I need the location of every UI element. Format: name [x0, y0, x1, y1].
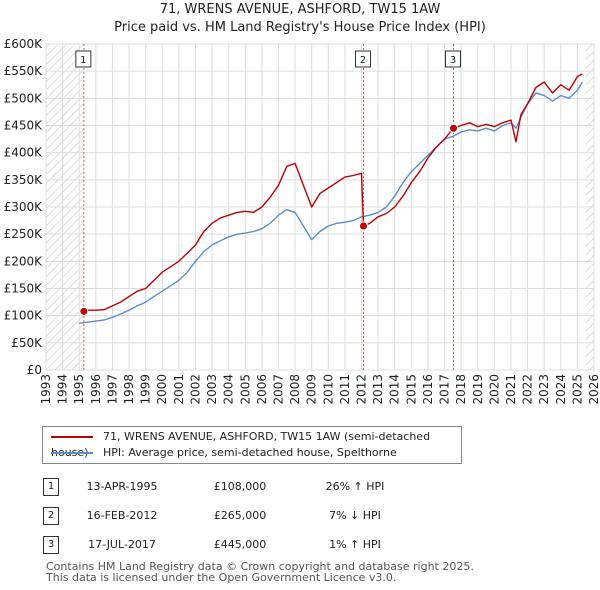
x-tick-label: 1997: [105, 374, 119, 405]
x-tick-label: 2025: [570, 374, 584, 405]
sale-marker-label: 3: [450, 55, 456, 66]
sale-marker-label: 2: [360, 55, 366, 66]
x-tick-label: 2012: [355, 374, 369, 405]
y-tick-label: £600K: [4, 37, 44, 51]
sale-marker-label: 1: [80, 55, 86, 66]
x-tick-label: 2015: [404, 374, 418, 405]
sale-row: 3 17-JUL-2017 £445,000 1% ↑ HPI: [0, 536, 600, 556]
footer-copyright: Contains HM Land Registry data © Crown c…: [46, 561, 474, 583]
x-tick-label: 1993: [39, 374, 53, 405]
x-tick-label: 2022: [521, 374, 535, 405]
x-tick-label: 1996: [89, 374, 103, 405]
price-chart: £0 £50K £100K £150K £200K £250K £300K £350K £400…: [4, 37, 600, 405]
y-tick-label: £300K: [4, 200, 44, 214]
sale-date: 17-JUL-2017: [88, 538, 156, 551]
x-tick-label: 2023: [537, 374, 551, 405]
sale-marker-box: [445, 50, 462, 68]
sale-hpi-diff: 26% ↑ HPI: [325, 480, 385, 493]
x-tick-label: 2006: [255, 374, 269, 405]
y-tick-label: £400K: [4, 146, 44, 160]
series-line-property: [83, 73, 583, 312]
x-tick-label: 2020: [487, 374, 501, 405]
legend-swatch-property: [51, 436, 93, 438]
sale-date: 16-FEB-2012: [86, 509, 158, 522]
sale-price: £445,000: [213, 538, 267, 551]
x-tick-label: 2000: [155, 374, 169, 405]
x-tick-label: 2007: [271, 374, 285, 405]
x-tick-label: 2003: [205, 374, 219, 405]
x-tick-label: 2021: [504, 374, 518, 405]
y-tick-label: £50K: [11, 336, 43, 350]
sale-date: 13-APR-1995: [86, 480, 158, 493]
series-line-hpi: [79, 81, 583, 324]
sale-price: £265,000: [213, 509, 267, 522]
x-tick-label: 2018: [454, 374, 468, 405]
x-tick-label: 2024: [554, 374, 568, 405]
x-tick-label: 2017: [438, 374, 452, 405]
footer-line: This data is licensed under the Open Gov…: [46, 571, 397, 584]
x-tick-label: 2002: [188, 374, 202, 405]
sale-price: £108,000: [213, 480, 267, 493]
chart-legend: 71, WRENS AVENUE, ASHFORD, TW15 1AW (sem…: [42, 426, 462, 464]
x-tick-label: 1994: [56, 374, 70, 405]
x-tick-label: 2019: [471, 374, 485, 405]
x-tick-label: 1998: [122, 374, 136, 405]
x-tick-label: 2005: [238, 374, 252, 405]
y-tick-label: £450K: [4, 119, 44, 133]
x-tick-label: 2008: [288, 374, 302, 405]
sale-marker-box: [75, 50, 92, 68]
x-tick-label: 2013: [371, 374, 385, 405]
chart-subtitle: Price paid vs. HM Land Registry's House …: [114, 20, 486, 35]
chart-title: 71, WRENS AVENUE, ASHFORD, TW15 1AW: [159, 2, 441, 17]
footer-line: Contains HM Land Registry data © Crown c…: [46, 560, 474, 573]
y-tick-label: £200K: [4, 254, 44, 268]
x-tick-label: 2016: [421, 374, 435, 405]
y-tick-label: £0: [27, 363, 42, 377]
x-tick-label: 1995: [72, 374, 86, 405]
sale-row: 1 13-APR-1995 £108,000 26% ↑ HPI: [0, 478, 600, 498]
x-tick-label: 2009: [305, 374, 319, 405]
sale-hpi-diff: 7% ↓ HPI: [329, 509, 381, 522]
legend-swatch-hpi: [51, 452, 93, 454]
sale-point: [79, 306, 89, 316]
sale-marker-box: [355, 50, 372, 68]
sale-point: [359, 221, 369, 231]
sale-number-badge: 2: [43, 507, 59, 525]
legend-label-hpi: HPI: Average price, semi-detached house,…: [103, 446, 397, 459]
y-tick-label: £100K: [4, 309, 44, 323]
x-tick-label: 2011: [338, 374, 352, 405]
sale-number-badge: 3: [43, 536, 59, 554]
legend-item-hpi: HPI: Average price, semi-detached house,…: [51, 445, 397, 461]
y-tick-label: £500K: [4, 91, 44, 105]
y-tick-label: £350K: [4, 173, 44, 187]
x-tick-label: 1999: [139, 374, 153, 405]
legend-item-property: 71, WRENS AVENUE, ASHFORD, TW15 1AW (sem…: [51, 429, 461, 459]
sale-row: 2 16-FEB-2012 £265,000 7% ↓ HPI: [0, 507, 600, 527]
x-tick-label: 2010: [321, 374, 335, 405]
y-tick-label: £550K: [4, 64, 44, 78]
sale-point: [449, 123, 459, 133]
y-tick-label: £150K: [4, 282, 44, 296]
x-tick-label: 2001: [172, 374, 186, 405]
sale-number-badge: 1: [43, 478, 59, 496]
x-tick-label: 2014: [388, 374, 402, 405]
sale-hpi-diff: 1% ↑ HPI: [329, 538, 381, 551]
x-tick-label: 2026: [587, 374, 600, 405]
y-tick-label: £250K: [4, 227, 44, 241]
x-tick-label: 2004: [222, 374, 236, 405]
